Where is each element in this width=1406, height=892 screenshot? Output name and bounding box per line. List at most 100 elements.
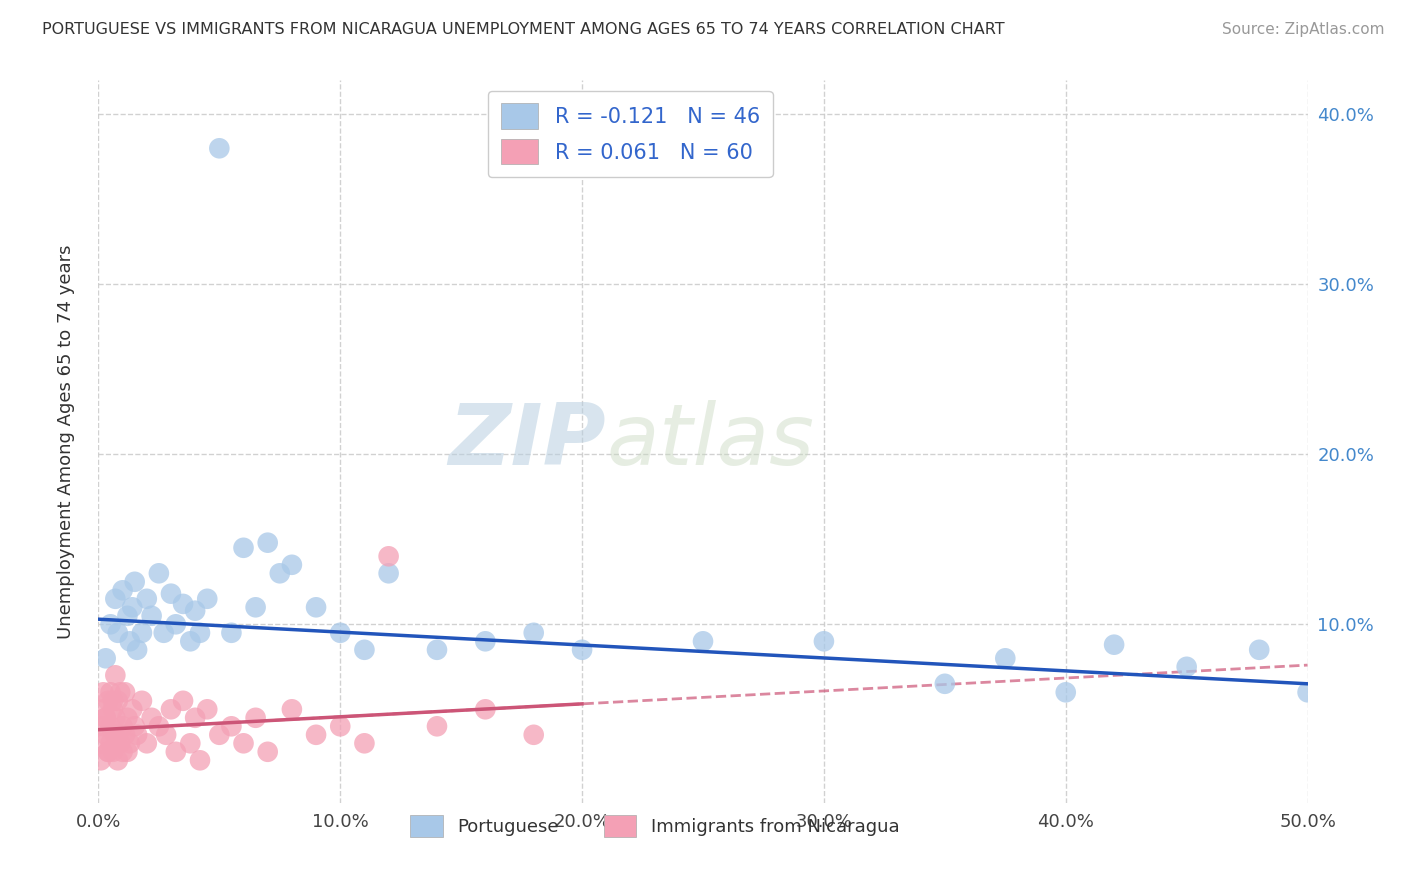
Point <box>184 604 207 618</box>
Point <box>1175 660 1198 674</box>
Point <box>104 711 127 725</box>
Point <box>474 702 496 716</box>
Point <box>474 634 496 648</box>
Point <box>124 719 146 733</box>
Point <box>127 728 149 742</box>
Point <box>94 651 117 665</box>
Point <box>165 745 187 759</box>
Point <box>571 642 593 657</box>
Point <box>195 702 218 716</box>
Point <box>221 719 243 733</box>
Point <box>117 711 139 725</box>
Point <box>101 694 124 708</box>
Point <box>426 719 449 733</box>
Point <box>994 651 1017 665</box>
Point <box>107 625 129 640</box>
Point <box>100 617 122 632</box>
Point <box>111 745 134 759</box>
Point <box>107 753 129 767</box>
Point <box>155 728 177 742</box>
Point <box>172 694 194 708</box>
Point <box>195 591 218 606</box>
Point <box>184 711 207 725</box>
Point <box>97 694 120 708</box>
Point <box>117 608 139 623</box>
Point <box>329 625 352 640</box>
Point <box>114 685 136 699</box>
Point <box>523 728 546 742</box>
Point <box>179 634 201 648</box>
Point <box>117 745 139 759</box>
Point <box>221 625 243 640</box>
Point <box>1102 638 1125 652</box>
Point <box>101 745 124 759</box>
Point <box>108 685 131 699</box>
Point <box>165 617 187 632</box>
Point <box>305 728 328 742</box>
Point <box>281 702 304 716</box>
Text: atlas: atlas <box>606 400 814 483</box>
Point <box>111 719 134 733</box>
Point <box>131 625 153 640</box>
Point <box>208 141 231 155</box>
Point <box>104 728 127 742</box>
Point <box>100 736 122 750</box>
Point <box>135 591 157 606</box>
Point <box>692 634 714 648</box>
Point <box>94 711 117 725</box>
Text: ZIP: ZIP <box>449 400 606 483</box>
Point <box>160 702 183 716</box>
Point <box>131 694 153 708</box>
Point <box>111 583 134 598</box>
Point <box>523 625 546 640</box>
Point <box>124 574 146 589</box>
Point <box>141 608 163 623</box>
Point <box>813 634 835 648</box>
Point <box>179 736 201 750</box>
Point <box>245 600 267 615</box>
Point <box>172 597 194 611</box>
Point <box>256 745 278 759</box>
Point <box>256 535 278 549</box>
Point <box>104 591 127 606</box>
Point <box>160 587 183 601</box>
Point <box>135 736 157 750</box>
Point <box>934 677 956 691</box>
Text: PORTUGUESE VS IMMIGRANTS FROM NICARAGUA UNEMPLOYMENT AMONG AGES 65 TO 74 YEARS C: PORTUGUESE VS IMMIGRANTS FROM NICARAGUA … <box>42 22 1005 37</box>
Text: Source: ZipAtlas.com: Source: ZipAtlas.com <box>1222 22 1385 37</box>
Point <box>377 566 399 581</box>
Point <box>269 566 291 581</box>
Point <box>377 549 399 564</box>
Point <box>188 753 211 767</box>
Point <box>305 600 328 615</box>
Point <box>108 736 131 750</box>
Point <box>121 702 143 716</box>
Point <box>232 541 254 555</box>
Point <box>148 566 170 581</box>
Point <box>329 719 352 733</box>
Point <box>232 736 254 750</box>
Point <box>91 719 114 733</box>
Point <box>90 736 112 750</box>
Point <box>97 745 120 759</box>
Point <box>1296 685 1319 699</box>
Point <box>121 600 143 615</box>
Point <box>353 736 375 750</box>
Point <box>107 694 129 708</box>
Point <box>100 685 122 699</box>
Point <box>114 728 136 742</box>
Point <box>208 728 231 742</box>
Point <box>107 728 129 742</box>
Point <box>118 736 141 750</box>
Point <box>152 625 174 640</box>
Point <box>141 711 163 725</box>
Point <box>91 702 114 716</box>
Point <box>94 728 117 742</box>
Point <box>118 634 141 648</box>
Point <box>100 719 122 733</box>
Legend: Portuguese, Immigrants from Nicaragua: Portuguese, Immigrants from Nicaragua <box>404 808 907 845</box>
Point <box>127 642 149 657</box>
Point <box>353 642 375 657</box>
Point <box>104 668 127 682</box>
Point <box>91 685 114 699</box>
